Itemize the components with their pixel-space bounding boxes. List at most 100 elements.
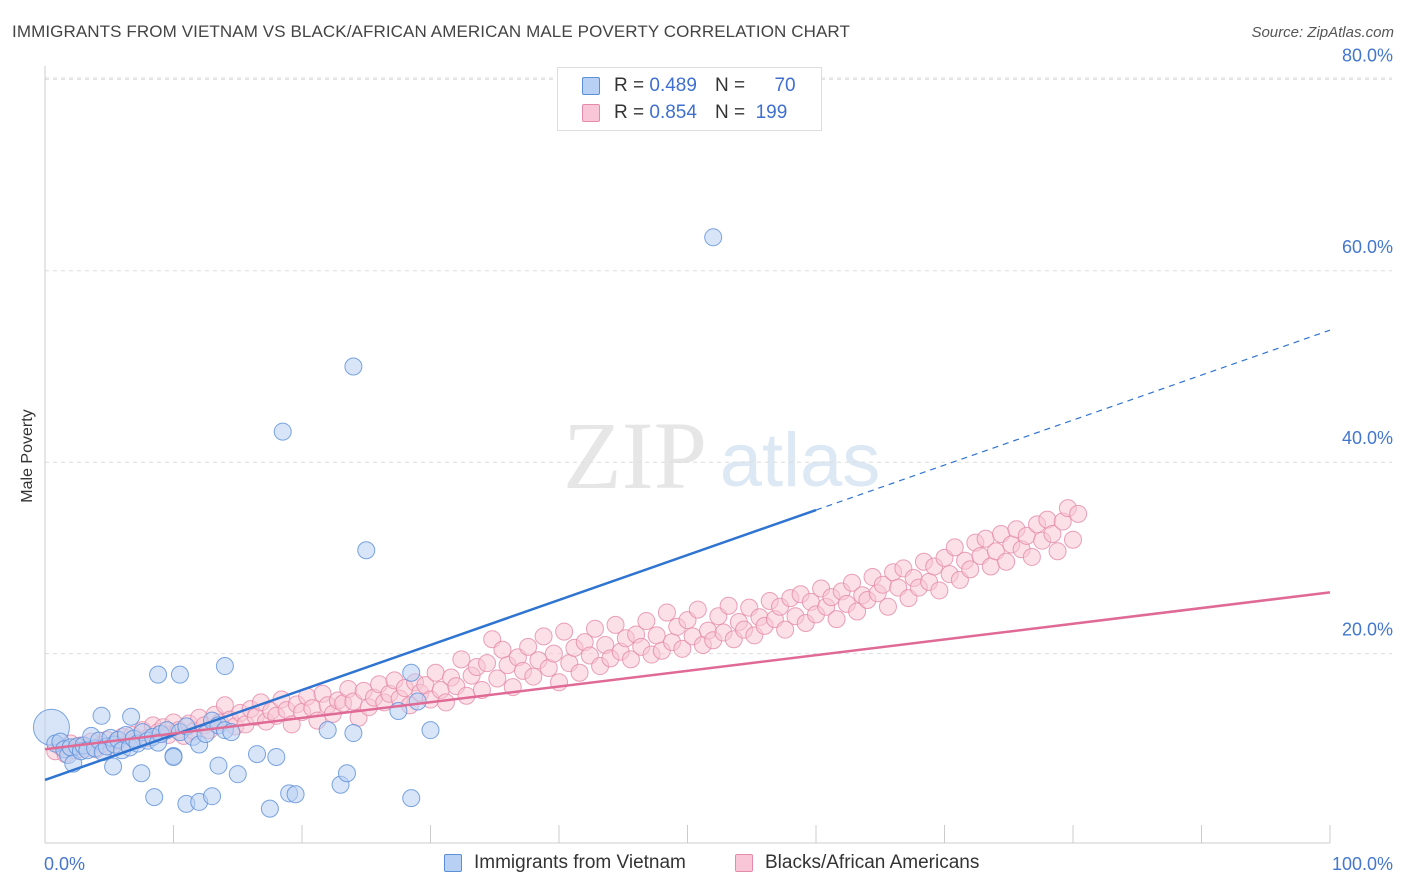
vietnam-point <box>344 724 363 743</box>
pink-swatch <box>582 104 600 122</box>
black-point <box>688 600 707 619</box>
legend-item-vietnam[interactable]: Immigrants from Vietnam <box>444 852 686 874</box>
watermark: ZIP atlas <box>563 402 880 509</box>
black-point <box>519 637 538 656</box>
vietnam-point <box>286 785 305 804</box>
black-point <box>621 650 640 669</box>
r-value: 0.489 <box>649 75 697 96</box>
black-point <box>657 603 676 622</box>
vietnam-point <box>273 422 292 441</box>
black-point <box>842 573 861 592</box>
black-trend-line <box>44 591 1331 751</box>
y-tick-label: 60.0% <box>1342 237 1393 257</box>
legend-item-black[interactable]: Blacks/African Americans <box>735 852 979 874</box>
trend-lines <box>44 329 1331 782</box>
black-point <box>719 596 738 615</box>
stats-legend: R = 0.489 N = 70 R = 0.854 N = 199 <box>557 67 822 131</box>
legend-label: Blacks/African Americans <box>765 852 980 873</box>
vietnam-point <box>357 541 376 560</box>
black-point <box>544 644 563 663</box>
black-point <box>570 663 589 682</box>
pink-swatch <box>735 854 753 872</box>
series-legend: Immigrants from Vietnam Blacks/African A… <box>0 852 1406 876</box>
x-tick-label: 0.0% <box>44 854 85 874</box>
vietnam-point <box>260 799 279 818</box>
watermark-zip: ZIP <box>563 402 707 509</box>
vietnam-point <box>164 747 183 766</box>
vietnam-point <box>344 357 363 376</box>
y-tick-label: 20.0% <box>1342 620 1393 640</box>
black-point <box>436 693 455 712</box>
r-value: 0.854 <box>649 102 697 123</box>
n-value: 199 <box>755 102 788 123</box>
data-points <box>32 228 1088 818</box>
black-point <box>981 557 1000 576</box>
vietnam-point <box>92 706 111 725</box>
black-point <box>945 538 964 557</box>
vietnam-point <box>170 665 189 684</box>
vietnam-point <box>145 788 164 807</box>
vietnam-point <box>132 764 151 783</box>
black-point <box>555 622 574 641</box>
source-label: Source: ZipAtlas.com <box>1251 24 1394 41</box>
vietnam-point <box>421 721 440 740</box>
vietnam-trend-line <box>44 508 817 782</box>
vietnam-point <box>337 764 356 783</box>
black-point <box>426 663 445 682</box>
black-point <box>848 602 867 621</box>
vietnam-point <box>228 765 247 784</box>
blue-swatch <box>444 854 462 872</box>
black-point <box>452 650 471 669</box>
chart-title: IMMIGRANTS FROM VIETNAM VS BLACK/AFRICAN… <box>12 22 850 41</box>
black-point <box>647 626 666 645</box>
n-label: N = <box>714 102 746 123</box>
black-point <box>1022 547 1041 566</box>
black-point <box>776 620 795 639</box>
watermark-atlas: atlas <box>720 418 881 503</box>
y-tick-label: 80.0% <box>1342 45 1393 65</box>
black-point <box>478 654 497 673</box>
n-label: N = <box>714 75 746 96</box>
black-point <box>827 610 846 629</box>
legend-label: Immigrants from Vietnam <box>474 852 686 873</box>
vietnam-point <box>402 789 421 808</box>
black-point <box>534 627 553 646</box>
black-point <box>1064 530 1082 549</box>
vietnam-point <box>209 756 228 775</box>
vietnam-point <box>408 692 427 711</box>
vietnam-point <box>215 657 234 676</box>
blue-swatch <box>582 77 600 95</box>
vietnam-trend-extension <box>815 329 1331 511</box>
vietnam-point <box>248 745 267 764</box>
vietnam-point <box>704 228 723 247</box>
r-label: R = <box>614 102 645 123</box>
black-point <box>930 581 949 600</box>
vietnam-point <box>402 663 421 682</box>
black-point <box>1043 524 1062 543</box>
y-tick-label: 40.0% <box>1342 428 1393 448</box>
black-point <box>488 669 507 688</box>
axis-tick-labels: 20.0% 40.0% 60.0% 80.0% 0.0% 100.0% <box>44 45 1393 874</box>
black-point <box>524 667 543 686</box>
vietnam-point <box>267 747 286 766</box>
r-label: R = <box>614 75 645 96</box>
vietnam-point <box>149 665 168 684</box>
black-point <box>997 552 1016 571</box>
vietnam-point <box>104 757 123 776</box>
black-point <box>637 612 656 631</box>
black-point <box>878 597 897 616</box>
black-point <box>1048 542 1067 561</box>
black-point <box>493 640 512 659</box>
black-point <box>606 615 625 634</box>
stats-row-black: R = 0.854 N = 199 <box>582 101 796 125</box>
black-point <box>961 560 980 579</box>
black-point <box>457 686 476 705</box>
n-value: 70 <box>774 75 796 96</box>
black-point <box>1069 504 1088 523</box>
vietnam-point <box>318 721 337 740</box>
stats-row-vietnam: R = 0.489 N = 70 <box>582 74 796 98</box>
black-point <box>585 619 604 638</box>
vietnam-point <box>203 787 222 806</box>
vietnam-point <box>122 707 141 726</box>
